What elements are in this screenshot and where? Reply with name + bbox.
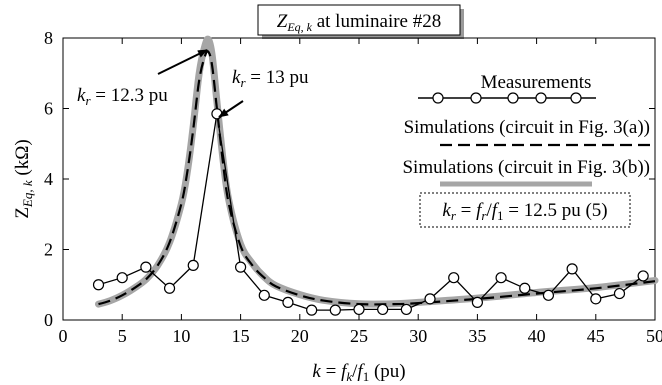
measurement-point bbox=[187, 259, 199, 271]
measurement-point bbox=[519, 282, 531, 294]
measurement-point bbox=[471, 296, 483, 308]
legend-marker bbox=[570, 92, 582, 104]
y-axis-label: ZEq, k (kΩ) bbox=[12, 139, 35, 218]
measurement-point bbox=[258, 289, 270, 301]
measurement-point bbox=[637, 270, 649, 282]
measurement-point bbox=[424, 293, 436, 305]
measurement-point bbox=[92, 279, 105, 291]
measurement-point bbox=[140, 261, 152, 273]
measurement-point bbox=[542, 289, 555, 301]
chart-title: ZEq, k at luminaire #28 bbox=[277, 11, 442, 34]
y-tick-label: 6 bbox=[44, 99, 53, 119]
legend-label-simulations-3a: Simulations (circuit in Fig. 3(a)) bbox=[404, 117, 650, 138]
y-axis-ticks: 0 2 4 6 8 bbox=[44, 28, 655, 330]
x-tick-label: 15 bbox=[232, 326, 250, 346]
measurement-point bbox=[163, 282, 176, 294]
measurement-point bbox=[282, 296, 294, 308]
x-tick-label: 20 bbox=[291, 326, 309, 346]
resonance-box bbox=[419, 192, 631, 228]
legend-label-measurements: Measurements bbox=[481, 72, 592, 93]
x-axis-label: k = fk/f1 (pu) bbox=[312, 361, 405, 384]
measurement-point bbox=[353, 303, 365, 316]
x-axis-ticks: 0 5 10 15 20 25 30 35 40 45 50 bbox=[59, 38, 662, 346]
measurement-markers bbox=[92, 108, 649, 316]
y-tick-label: 0 bbox=[44, 310, 53, 330]
y-tick-label: 4 bbox=[44, 169, 53, 189]
measurement-point bbox=[613, 287, 626, 300]
measurement-point bbox=[211, 108, 223, 120]
measurement-point bbox=[566, 263, 578, 275]
resonance-formula: kr = fr/f1 = 12.5 pu (5) bbox=[442, 200, 607, 223]
x-tick-label: 25 bbox=[350, 326, 368, 346]
x-tick-label: 10 bbox=[172, 326, 190, 346]
x-tick-label: 45 bbox=[587, 326, 605, 346]
measurement-point bbox=[306, 304, 318, 316]
x-tick-label: 0 bbox=[59, 326, 68, 346]
legend: Measurements Simulations (circuit in Fig… bbox=[402, 72, 650, 228]
x-tick-label: 35 bbox=[468, 326, 486, 346]
measurement-point bbox=[448, 272, 460, 284]
measurement-point bbox=[590, 293, 602, 305]
measurement-point bbox=[116, 272, 128, 284]
measurement-point bbox=[495, 272, 507, 284]
x-tick-label: 50 bbox=[646, 326, 662, 346]
legend-marker bbox=[432, 92, 444, 104]
y-tick-label: 2 bbox=[44, 240, 53, 260]
measurement-point bbox=[400, 303, 412, 316]
x-tick-label: 5 bbox=[118, 326, 127, 346]
measurement-point bbox=[377, 303, 389, 316]
annotation-arrow-kr-13 bbox=[218, 100, 244, 118]
measurement-point bbox=[235, 261, 247, 273]
annotation-kr-12-3: kr = 12.3 pu bbox=[77, 85, 168, 108]
legend-marker bbox=[507, 92, 519, 104]
legend-marker bbox=[470, 92, 482, 104]
x-tick-label: 40 bbox=[528, 326, 546, 346]
legend-label-simulations-3b: Simulations (circuit in Fig. 3(b)) bbox=[402, 157, 650, 178]
annotation-arrow-kr-12-3 bbox=[157, 49, 208, 75]
legend-marker bbox=[535, 92, 547, 104]
x-tick-label: 30 bbox=[409, 326, 427, 346]
title-box bbox=[257, 4, 461, 36]
measurement-point bbox=[329, 304, 341, 316]
y-tick-label: 8 bbox=[44, 28, 53, 48]
annotation-kr-13: kr = 13 pu bbox=[232, 67, 309, 90]
